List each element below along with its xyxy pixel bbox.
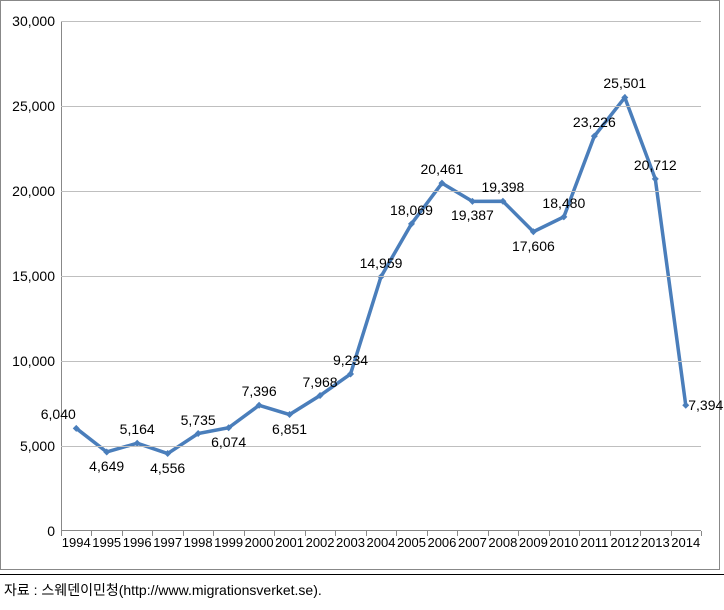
x-tick-label: 2005 — [397, 535, 426, 550]
x-tick-label: 2014 — [671, 535, 700, 550]
data-label: 7,394 — [688, 397, 723, 413]
x-tick-label: 1997 — [153, 535, 182, 550]
data-label: 18,069 — [390, 202, 433, 218]
source-note: 자료 : 스웨덴이민청(http://www.migrationsverket.… — [4, 580, 322, 600]
x-tick-label: 2011 — [580, 535, 608, 550]
x-tick-label: 2007 — [458, 535, 487, 550]
y-tick-label: 0 — [47, 523, 55, 539]
x-tick-label: 2002 — [306, 535, 335, 550]
data-label: 7,968 — [303, 374, 338, 390]
data-label: 6,040 — [41, 406, 76, 422]
x-tick-label: 1999 — [214, 535, 243, 550]
x-tick-label: 1998 — [184, 535, 213, 550]
data-label: 4,649 — [89, 458, 124, 474]
data-label: 6,074 — [211, 434, 246, 450]
y-tick-label: 20,000 — [12, 183, 55, 199]
x-tick-label: 2013 — [641, 535, 670, 550]
data-label: 14,959 — [360, 255, 403, 271]
x-tick-label: 2012 — [610, 535, 639, 550]
gridline — [61, 21, 701, 22]
x-tick-label: 2004 — [367, 535, 396, 550]
data-label: 4,556 — [150, 460, 185, 476]
chart-container: 0 5,000 10,000 15,000 20,000 25,000 30,000 1994… — [0, 0, 720, 570]
x-tick-label: 2001 — [275, 535, 304, 550]
plot-area: 05,00010,00015,00020,00025,00030,0001994… — [61, 21, 701, 531]
x-tick-label: 2006 — [427, 535, 456, 550]
gridline — [61, 106, 701, 107]
gridline — [61, 191, 701, 192]
x-tick-mark — [701, 531, 702, 536]
x-tick-label: 1994 — [62, 535, 91, 550]
x-tick-label: 2008 — [488, 535, 517, 550]
x-tick-label: 2000 — [245, 535, 274, 550]
gridline — [61, 361, 701, 362]
data-label: 5,164 — [120, 421, 155, 437]
data-label: 20,461 — [421, 161, 464, 177]
x-tick-label: 1995 — [92, 535, 121, 550]
y-tick-label: 25,000 — [12, 98, 55, 114]
gridline — [61, 446, 701, 447]
data-label: 25,501 — [603, 75, 646, 91]
y-tick-label: 10,000 — [12, 353, 55, 369]
data-label: 23,226 — [573, 114, 616, 130]
data-label: 17,606 — [512, 238, 555, 254]
data-label: 19,398 — [481, 179, 524, 195]
x-tick-label: 1996 — [123, 535, 152, 550]
source-separator — [0, 574, 724, 575]
gridline — [61, 276, 701, 277]
data-label: 20,712 — [634, 157, 677, 173]
y-tick-label: 5,000 — [20, 438, 55, 454]
x-tick-label: 2010 — [549, 535, 578, 550]
y-tick-label: 30,000 — [12, 13, 55, 29]
data-label: 18,480 — [542, 195, 585, 211]
data-label: 9,234 — [333, 352, 368, 368]
data-label: 6,851 — [272, 421, 307, 437]
data-label: 5,735 — [181, 412, 216, 428]
y-tick-label: 15,000 — [12, 268, 55, 284]
data-label: 7,396 — [242, 383, 277, 399]
x-tick-label: 2003 — [336, 535, 365, 550]
x-tick-label: 2009 — [519, 535, 548, 550]
data-label: 19,387 — [451, 207, 494, 223]
